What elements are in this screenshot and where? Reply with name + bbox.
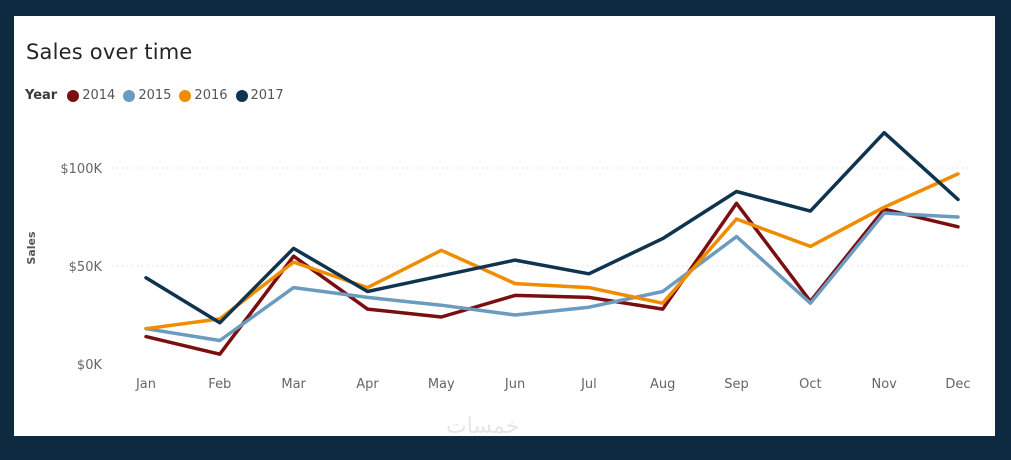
series-line-2014[interactable] — [144, 201, 960, 356]
gridlines — [112, 167, 972, 267]
x-tick-label-jan: Jan — [135, 377, 156, 392]
legend-label-2014: 2014 — [82, 88, 116, 103]
legend-label-2017: 2017 — [250, 88, 284, 103]
line-chart: $0K $50K $100K Jan Feb Mar Apr May Jun Jul Aug Sep… — [25, 130, 972, 392]
y-tick-label: $50K — [69, 260, 103, 275]
y-axis-title: Sales — [25, 231, 38, 265]
x-tick-label-may: May — [428, 377, 455, 392]
legend-title: Year — [25, 88, 58, 103]
x-tick-label-oct: Oct — [799, 377, 821, 392]
series-lines — [144, 130, 960, 356]
x-axis-ticks: Jan Feb Mar Apr May Jun Jul Aug Sep Oct Nov Dec — [135, 377, 971, 392]
legend-label-2016: 2016 — [194, 88, 228, 103]
x-tick-label-sep: Sep — [724, 377, 749, 392]
watermark: خمسات — [446, 414, 520, 439]
legend-dot-2014 — [67, 89, 80, 102]
legend-dot-2016 — [179, 89, 192, 102]
y-tick-label: $0K — [77, 358, 103, 373]
x-tick-label-jun: Jun — [504, 377, 525, 392]
y-tick-label: $100K — [60, 162, 102, 177]
chart-card: Sales over time Year 2014 2015 2016 2017… — [14, 16, 995, 439]
x-tick-label-dec: Dec — [945, 377, 970, 392]
x-tick-label-feb: Feb — [208, 377, 231, 392]
legend-item-2015[interactable]: 2015 — [123, 88, 171, 103]
x-tick-label-aug: Aug — [650, 377, 675, 392]
chart-legend: Year 2014 2015 2016 2017 — [25, 88, 292, 103]
chart-title: Sales over time — [26, 40, 193, 64]
series-line-2015[interactable] — [144, 211, 960, 343]
legend-item-2017[interactable]: 2017 — [235, 88, 284, 103]
x-tick-label-mar: Mar — [281, 377, 306, 392]
legend-item-2016[interactable]: 2016 — [179, 88, 228, 103]
series-line-2016[interactable] — [144, 172, 960, 331]
legend-label-2015: 2015 — [138, 88, 172, 103]
y-axis-ticks: $0K $50K $100K — [60, 162, 102, 373]
legend-dot-2017 — [235, 89, 248, 102]
x-tick-label-nov: Nov — [871, 377, 897, 392]
x-tick-label-jul: Jul — [580, 377, 597, 392]
series-line-2017[interactable] — [144, 130, 960, 325]
legend-dot-2015 — [123, 89, 136, 102]
x-tick-label-apr: Apr — [356, 377, 379, 392]
legend-item-2014[interactable]: 2014 — [67, 88, 115, 103]
